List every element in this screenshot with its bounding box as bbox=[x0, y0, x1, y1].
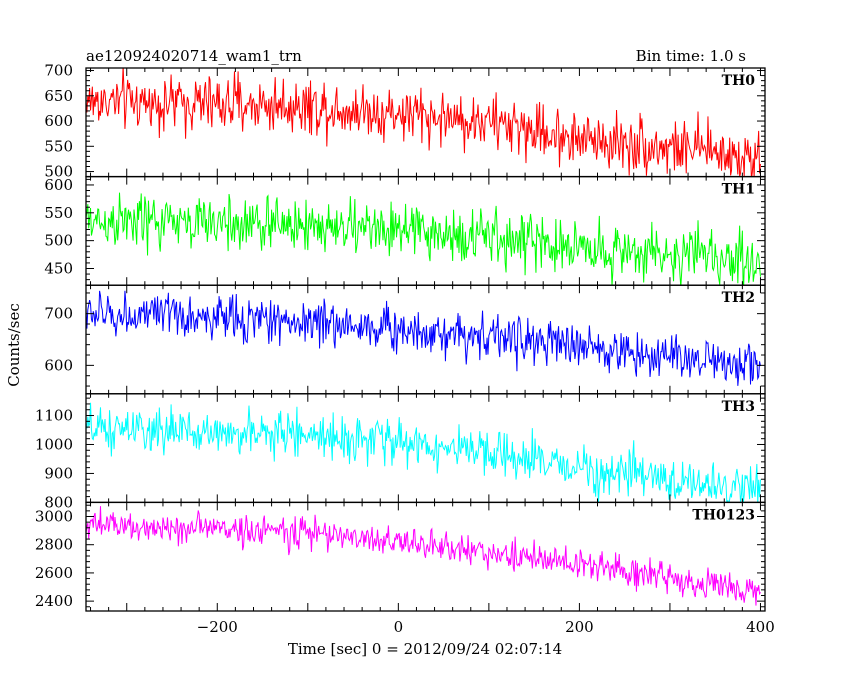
bin-time-label: Bin time: 1.0 s bbox=[636, 47, 746, 65]
x-tick-label: −200 bbox=[197, 618, 238, 636]
y-tick-label: 2600 bbox=[35, 564, 73, 582]
series-line-th0 bbox=[86, 68, 761, 177]
y-tick-label: 600 bbox=[44, 356, 73, 374]
y-tick-label: 650 bbox=[44, 87, 73, 105]
x-tick-label: 400 bbox=[746, 618, 775, 636]
y-tick-label: 2400 bbox=[35, 592, 73, 610]
y-tick-label: 500 bbox=[44, 232, 73, 250]
y-tick-label: 800 bbox=[44, 493, 73, 511]
y-tick-label: 450 bbox=[44, 259, 73, 277]
series-line-th1 bbox=[86, 192, 761, 286]
panel-label-th1: TH1 bbox=[722, 182, 755, 198]
y-tick-label: 2800 bbox=[35, 536, 73, 554]
y-tick-label: 1000 bbox=[35, 435, 73, 453]
x-tick-label: 200 bbox=[565, 618, 594, 636]
y-tick-label: 550 bbox=[44, 137, 73, 155]
x-axis-title: Time [sec] 0 = 2012/09/24 02:07:14 bbox=[288, 640, 562, 658]
x-tick-label: 0 bbox=[394, 618, 404, 636]
y-tick-label: 550 bbox=[44, 204, 73, 222]
panel-frame bbox=[85, 501, 766, 612]
x-axis-tick-labels: −200 0 200 400 bbox=[197, 618, 775, 636]
panel-label-th2: TH2 bbox=[722, 290, 755, 306]
y-tick-label: 500 bbox=[44, 163, 73, 181]
y-tick-label: 1100 bbox=[35, 407, 73, 425]
panel-label-th0123: TH0123 bbox=[692, 507, 755, 523]
panel-th2: 600 700 TH2 bbox=[44, 284, 766, 395]
y-tick-label: 3000 bbox=[35, 508, 73, 526]
y-axis-title: Counts/sec bbox=[5, 303, 23, 387]
plot-title: ae120924020714_wam1_trn bbox=[86, 47, 302, 65]
panel-label-th0: TH0 bbox=[722, 73, 756, 89]
y-tick-label: 700 bbox=[44, 62, 73, 80]
series-line-th2 bbox=[86, 290, 761, 386]
panels-group: 500 550 600 650 700 TH0 450 500 550 600 TH1 600 700 T… bbox=[35, 62, 766, 612]
y-tick-label: 700 bbox=[44, 305, 73, 323]
y-tick-label: 600 bbox=[44, 112, 73, 130]
panel-th0123: 2400 2600 2800 3000 TH0123 bbox=[35, 501, 766, 612]
y-tick-label: 900 bbox=[44, 464, 73, 482]
y-tick-label: 600 bbox=[44, 176, 73, 194]
series-line-th3 bbox=[86, 402, 761, 503]
panel-label-th3: TH3 bbox=[722, 399, 755, 415]
series-line-th0123 bbox=[86, 506, 761, 606]
